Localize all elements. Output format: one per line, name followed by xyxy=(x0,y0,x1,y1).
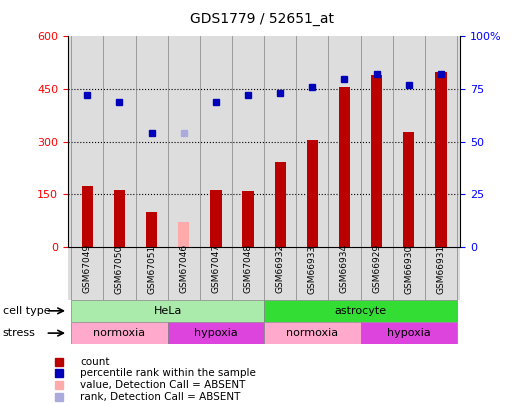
Bar xyxy=(264,300,457,322)
Bar xyxy=(71,322,168,344)
Bar xyxy=(146,212,157,247)
Bar xyxy=(339,87,350,247)
Text: normoxia: normoxia xyxy=(286,328,338,338)
Text: astrocyte: astrocyte xyxy=(335,306,386,316)
Bar xyxy=(114,190,125,247)
Bar xyxy=(435,72,447,247)
Text: rank, Detection Call = ABSENT: rank, Detection Call = ABSENT xyxy=(80,392,241,402)
Text: percentile rank within the sample: percentile rank within the sample xyxy=(80,369,256,378)
Bar xyxy=(371,75,382,247)
Text: HeLa: HeLa xyxy=(153,306,182,316)
Bar xyxy=(360,322,457,344)
Bar xyxy=(210,190,222,247)
Text: GDS1779 / 52651_at: GDS1779 / 52651_at xyxy=(189,12,334,26)
Bar xyxy=(403,132,414,247)
Text: cell type: cell type xyxy=(3,306,50,316)
Bar xyxy=(264,322,360,344)
Bar xyxy=(178,222,189,247)
Text: normoxia: normoxia xyxy=(94,328,145,338)
Bar xyxy=(243,191,254,247)
Text: hypoxia: hypoxia xyxy=(387,328,430,338)
Text: hypoxia: hypoxia xyxy=(194,328,238,338)
Bar xyxy=(306,140,318,247)
Bar xyxy=(82,185,93,247)
Bar xyxy=(71,300,264,322)
Text: count: count xyxy=(80,357,109,367)
Text: stress: stress xyxy=(3,328,36,338)
Text: value, Detection Call = ABSENT: value, Detection Call = ABSENT xyxy=(80,380,245,390)
Bar xyxy=(275,162,286,247)
Bar xyxy=(168,322,264,344)
